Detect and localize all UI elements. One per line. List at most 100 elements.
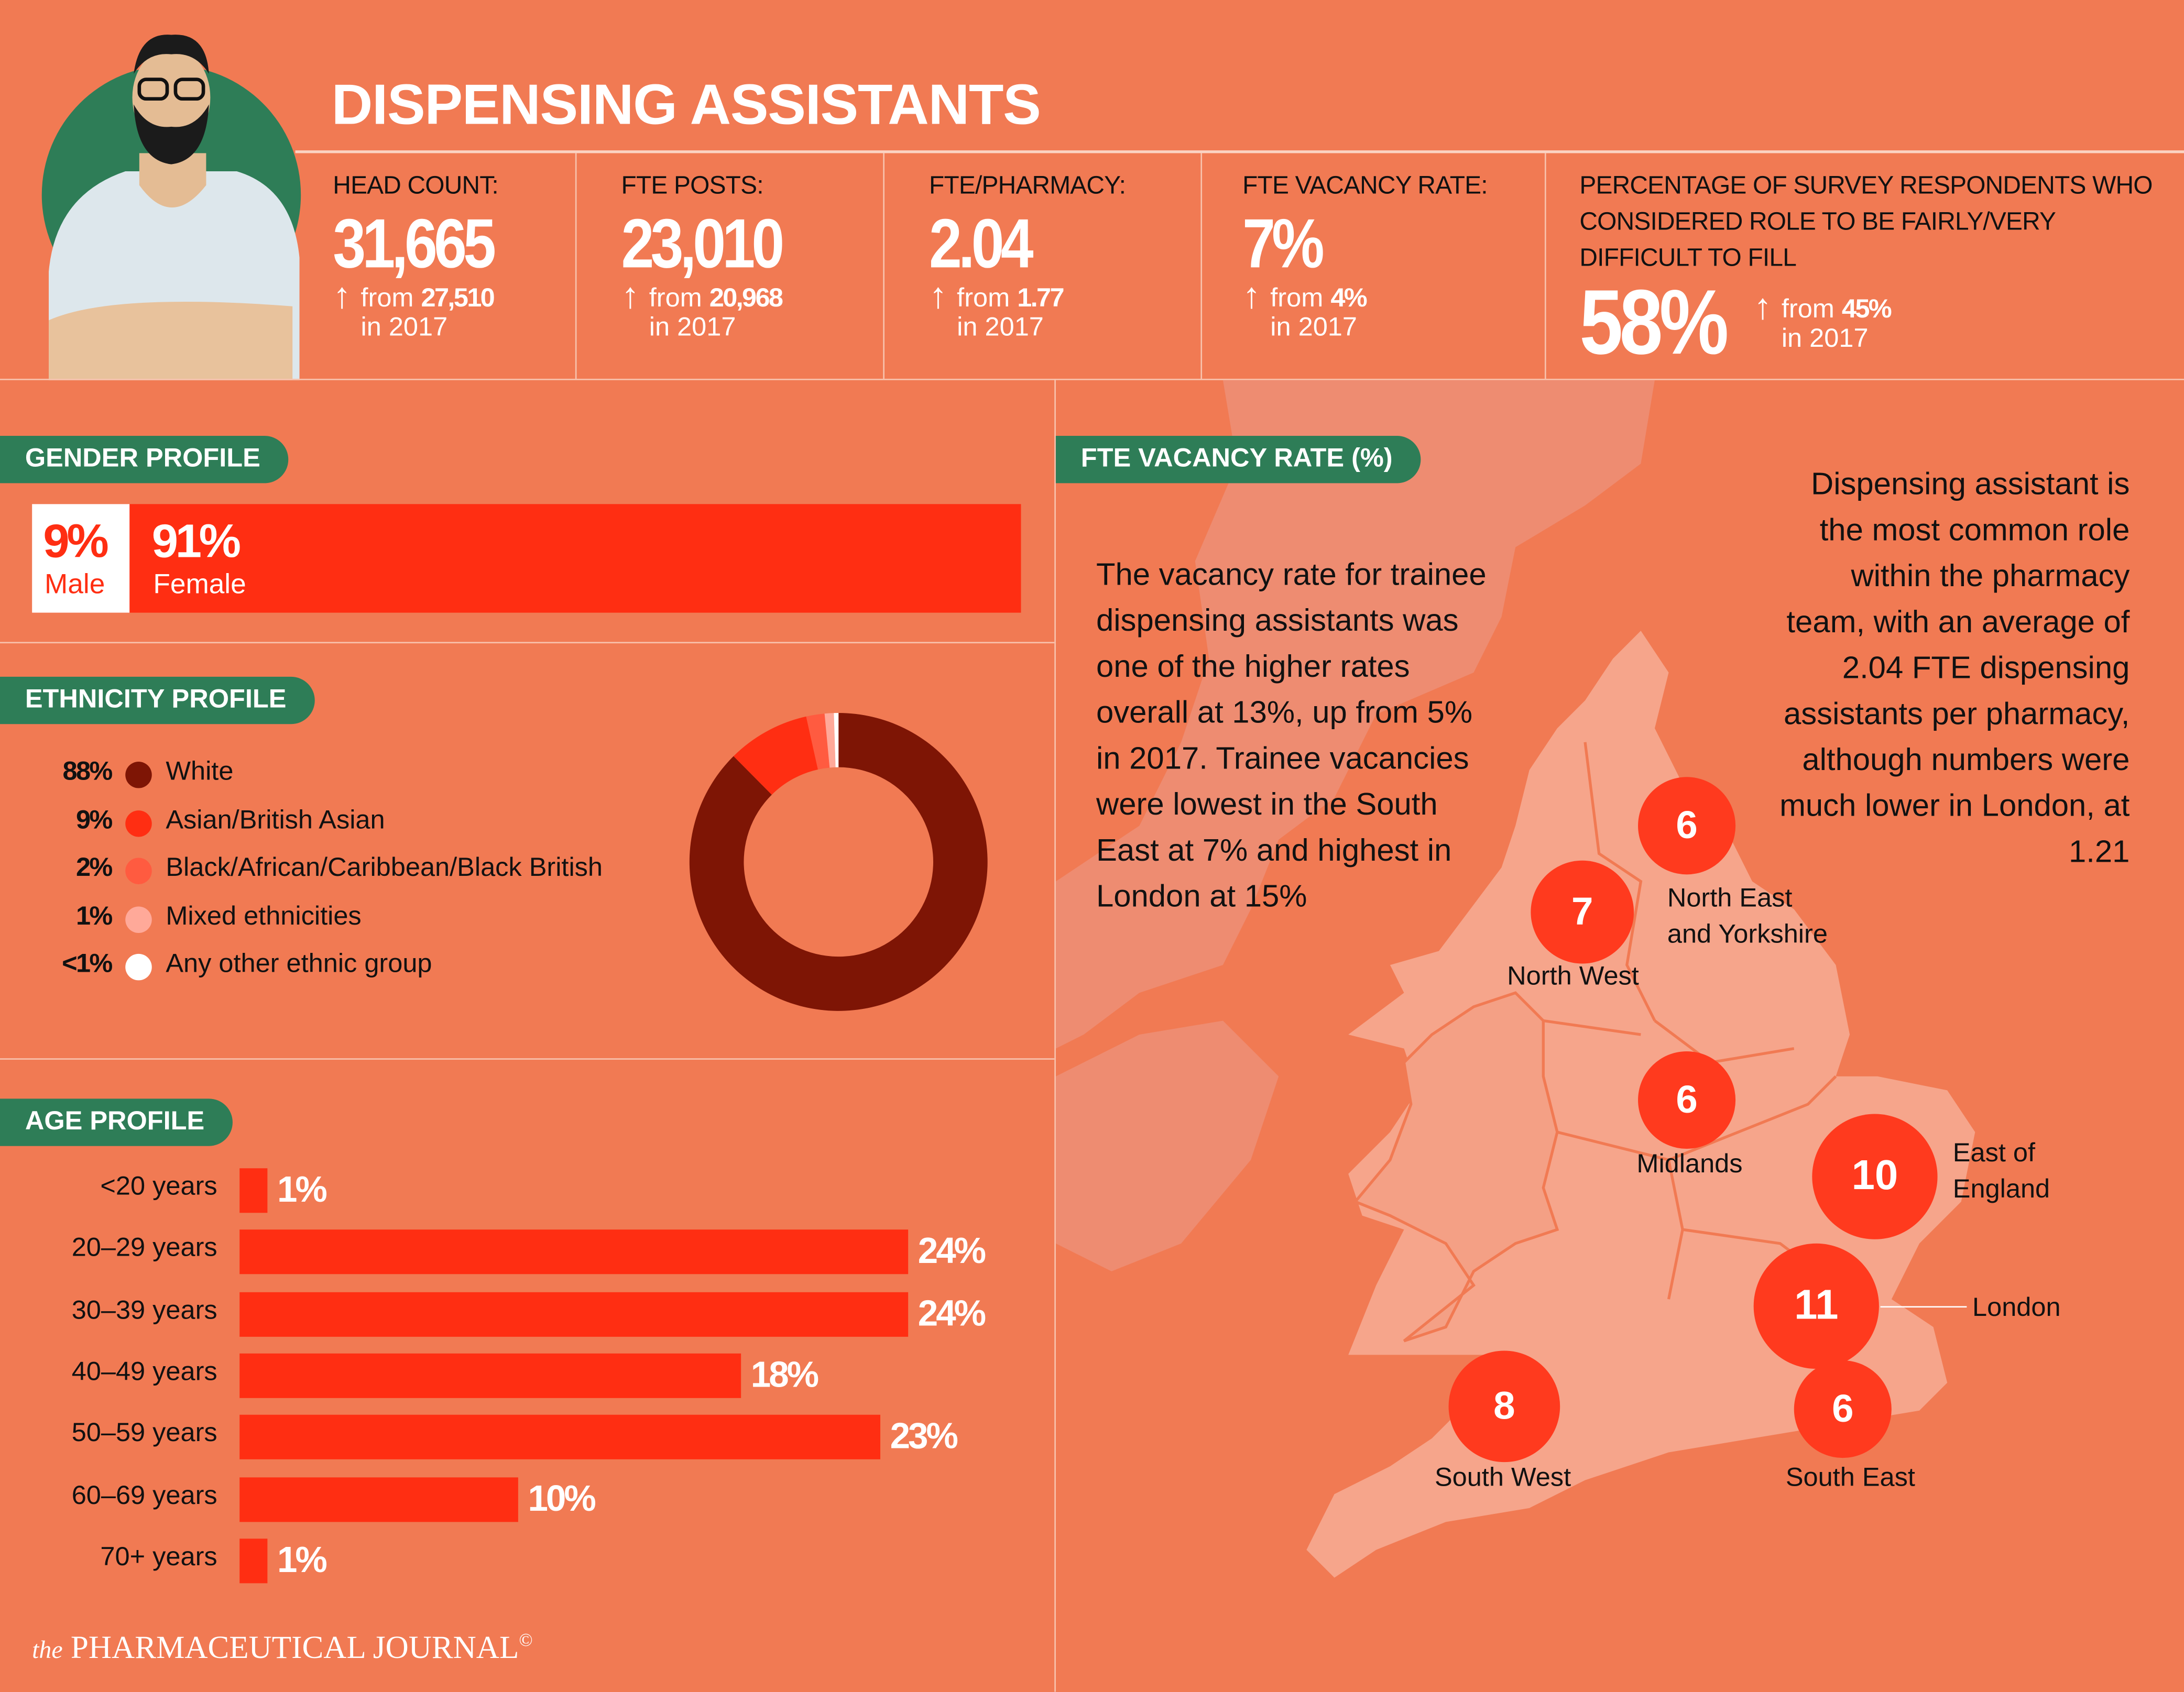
arrow-up-icon: ↑ bbox=[333, 274, 351, 316]
age-label: 30–39 years bbox=[71, 1295, 217, 1325]
age-label: 20–29 years bbox=[71, 1234, 217, 1263]
divider bbox=[1054, 379, 1056, 1692]
region-label: North East and Yorkshire bbox=[1667, 884, 1828, 950]
wales-shape bbox=[1353, 991, 1559, 1343]
age-value: 1% bbox=[277, 1168, 327, 1210]
gender-bar: 9% Male 91% Female bbox=[32, 504, 1021, 613]
stat-value: 7% bbox=[1242, 204, 1325, 283]
age-value: 23% bbox=[890, 1415, 958, 1457]
legend-percent: 9% bbox=[75, 805, 113, 835]
region-marker: 11 bbox=[1753, 1243, 1879, 1369]
age-value: 24% bbox=[918, 1291, 986, 1334]
year: in 2017 bbox=[1270, 313, 1358, 343]
region-label: London bbox=[1972, 1293, 2061, 1323]
stat-fte-posts: FTE POSTS: 23,010 ↑ from 20,968 in 2017 bbox=[621, 167, 810, 343]
legend-item: 2% Black/African/Caribbean/Black British bbox=[42, 853, 696, 889]
from-prefix: from bbox=[649, 284, 702, 314]
legend-label: Any other ethnic group bbox=[166, 949, 432, 979]
region-marker: 10 bbox=[1812, 1114, 1938, 1239]
divider bbox=[1544, 153, 1546, 379]
stat-label: FTE/PHARMACY: bbox=[929, 171, 1126, 200]
donut-slice-4 bbox=[834, 712, 839, 767]
from-prefix: from bbox=[1781, 295, 1834, 325]
region-label: North West bbox=[1507, 962, 1639, 992]
previous-value: 20,968 bbox=[709, 284, 783, 314]
donut-slice-2 bbox=[806, 713, 830, 770]
male-label: Male bbox=[45, 569, 105, 600]
age-label: 50–59 years bbox=[71, 1419, 217, 1449]
region-marker: 6 bbox=[1638, 777, 1736, 875]
stat-value: 2.04 bbox=[929, 204, 1034, 283]
region-marker: 8 bbox=[1448, 1350, 1560, 1463]
stat-vacancy-rate: FTE VACANCY RATE: 7% ↑ from 4% in 2017 bbox=[1242, 167, 1488, 343]
year: in 2017 bbox=[361, 313, 448, 343]
age-value: 1% bbox=[277, 1538, 327, 1580]
legend-swatch bbox=[125, 858, 152, 884]
legend-percent: <1% bbox=[62, 949, 113, 979]
arrow-up-icon: ↑ bbox=[621, 274, 640, 316]
from-prefix: from bbox=[361, 284, 414, 314]
page-title: DISPENSING ASSISTANTS bbox=[331, 72, 1041, 137]
female-percent: 91% bbox=[151, 515, 241, 568]
previous-value: 27,510 bbox=[421, 284, 495, 314]
legend-label: Mixed ethnicities bbox=[166, 902, 362, 931]
arrow-up-icon: ↑ bbox=[929, 274, 947, 316]
london-leader-line bbox=[1880, 1306, 1967, 1308]
divider bbox=[883, 153, 884, 379]
age-value: 18% bbox=[750, 1353, 819, 1396]
scotland-shape bbox=[1055, 380, 1655, 1049]
age-label: 40–49 years bbox=[71, 1357, 217, 1387]
pharmacist-illustration bbox=[41, 35, 301, 380]
female-label: Female bbox=[153, 569, 246, 600]
arrow-up-icon: ↑ bbox=[1753, 285, 1772, 327]
stat-value: 23,010 bbox=[621, 204, 785, 283]
legend-item: 1% Mixed ethnicities bbox=[42, 902, 696, 938]
beard bbox=[134, 104, 209, 164]
vacancy-map-heading: FTE VACANCY RATE (%) bbox=[1055, 436, 1421, 484]
stat-label: PERCENTAGE OF SURVEY RESPONDENTS WHO CON… bbox=[1579, 171, 2153, 272]
age-value: 10% bbox=[528, 1477, 596, 1519]
legend-swatch bbox=[125, 906, 152, 932]
age-bar bbox=[239, 1477, 518, 1522]
logo-the: the bbox=[32, 1635, 63, 1664]
age-value: 24% bbox=[918, 1229, 986, 1272]
stat-label: FTE VACANCY RATE: bbox=[1242, 171, 1488, 200]
region-label: South West bbox=[1434, 1463, 1571, 1493]
divider bbox=[0, 379, 2184, 380]
region-label: East of England bbox=[1952, 1139, 2050, 1205]
stat-label: HEAD COUNT: bbox=[333, 171, 498, 200]
legend-swatch bbox=[125, 762, 152, 788]
year: in 2017 bbox=[649, 313, 736, 343]
trainee-vacancy-text: The vacancy rate for trainee dispensing … bbox=[1096, 557, 1487, 914]
age-bar bbox=[239, 1538, 268, 1583]
age-bar bbox=[239, 1415, 880, 1460]
region-marker: 7 bbox=[1531, 860, 1634, 964]
copyright: © bbox=[519, 1629, 533, 1650]
divider bbox=[0, 642, 1055, 644]
age-profile-heading: AGE PROFILE bbox=[0, 1098, 233, 1146]
age-label: 70+ years bbox=[100, 1542, 217, 1572]
publisher-logo: the PHARMACEUTICAL JOURNAL© bbox=[32, 1629, 532, 1666]
role-summary-text: Dispensing assistant is the most common … bbox=[1779, 466, 2130, 869]
ethnicity-profile-heading: ETHNICITY PROFILE bbox=[0, 676, 314, 724]
stat-fte-pharmacy: FTE/PHARMACY: 2.04 ↑ from 1.77 in 2017 bbox=[929, 167, 1126, 343]
ireland-shape bbox=[1055, 1020, 1279, 1271]
legend-percent: 88% bbox=[62, 757, 113, 787]
ethnicity-donut-chart bbox=[689, 712, 988, 1011]
stat-head-count: HEAD COUNT: 31,665 ↑ from 27,510 in 2017 bbox=[333, 167, 521, 343]
legend-item: 88% White bbox=[42, 757, 696, 794]
divider bbox=[1200, 153, 1203, 379]
gender-bar-male bbox=[32, 504, 130, 613]
region-marker: 6 bbox=[1638, 1051, 1736, 1149]
previous-value: 1.77 bbox=[1017, 284, 1064, 314]
age-bar bbox=[239, 1168, 268, 1213]
region-marker: 6 bbox=[1794, 1360, 1892, 1458]
gender-profile-heading: GENDER PROFILE bbox=[0, 436, 288, 484]
from-prefix: from bbox=[957, 284, 1010, 314]
stat-difficult-to-fill: PERCENTAGE OF SURVEY RESPONDENTS WHO CON… bbox=[1579, 167, 2171, 368]
age-label: <20 years bbox=[100, 1172, 217, 1202]
male-percent: 9% bbox=[43, 515, 108, 568]
donut-slice-3 bbox=[824, 713, 836, 768]
stat-value: 58% bbox=[1579, 270, 1729, 373]
